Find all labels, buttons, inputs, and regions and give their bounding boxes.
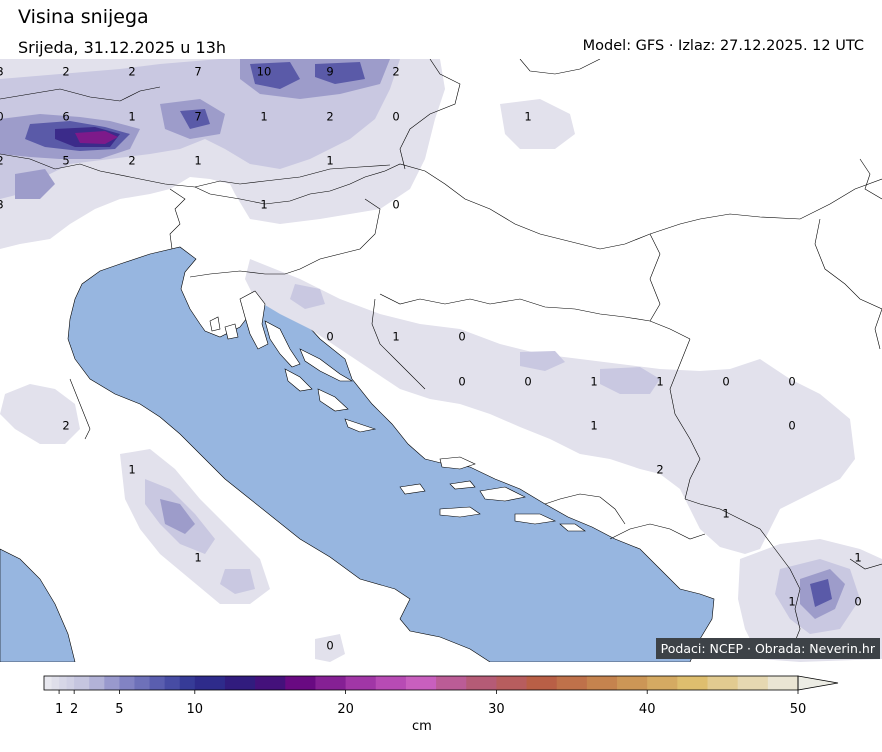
colorbar-swatch [119,676,135,690]
snow-depth-value: 0 [788,375,795,389]
colorbar-tick-label: 1 [55,702,63,717]
colorbar-tick-label: 10 [187,702,204,717]
snow-depth-value: 5 [62,154,69,168]
colorbar-tick-label: 40 [639,702,656,717]
snow-depth-value: 6 [62,110,69,124]
snow-depth-value: 2 [326,110,333,124]
forecast-datetime: Srijeda, 31.12.2025 u 13h [18,38,227,57]
colorbar-tick-label: 30 [488,702,505,717]
colorbar-swatch [149,676,166,690]
colorbar-swatch [496,676,528,690]
colorbar-swatch [617,676,648,690]
snow-depth-value: 1 [656,375,663,389]
snow-depth-value: 2 [392,65,399,79]
colorbar-swatch [647,676,678,690]
snow-depth-value: 2 [0,154,4,168]
colorbar-swatch [89,676,105,690]
colorbar-swatch [104,676,120,690]
colorbar-swatch [556,676,588,690]
colorbar-swatches [44,676,799,690]
snow-depth-value: 0 [788,419,795,433]
snow-depth-value: 0 [854,595,861,609]
data-credit: Podaci: NCEP · Obrada: Neverin.hr [655,638,880,659]
colorbar-swatch [586,676,618,690]
snow-depth-value: 9 [326,65,333,79]
snow-depth-value: 1 [722,507,729,521]
colorbar-swatch [315,676,347,690]
snow-depth-value: 1 [590,419,597,433]
snow-depth-value: 1 [194,551,201,565]
colorbar-swatch [134,676,151,690]
snow-depth-value: 1 [260,198,267,212]
colorbar-swatch [677,676,709,690]
colorbar-extend-arrow [797,675,839,691]
colorbar-swatch [436,676,467,690]
snow-depth-value: 0 [392,198,399,212]
colorbar-swatch [74,676,90,690]
colorbar-tick-label: 20 [337,702,354,717]
snow-depth-value: 1 [590,375,597,389]
tyrrhenian-sea [0,548,76,662]
snow-depth-value: 7 [194,65,201,79]
snow-depth-value: 1 [260,110,267,124]
colorbar-tick-label: 5 [115,702,123,717]
snow-depth-value: 2 [62,419,69,433]
snow-depth-value: 2 [656,463,663,477]
colorbar-swatch [255,676,286,690]
snow-depth-value: 1 [128,463,135,477]
snow-depth-value: 0 [524,375,531,389]
snow-depth-value: 1 [524,110,531,124]
colorbar-swatch [194,676,226,690]
snow-depth-value: 0 [458,330,465,344]
snow-depth-value: 1 [194,154,201,168]
snow-depth-map: 3227109206171201252113100100011002101211… [0,59,882,662]
snow-depth-value: 0 [458,375,465,389]
snow-depth-value: 3 [0,198,4,212]
snow-depth-value: 2 [128,65,135,79]
snow-depth-value: 2 [128,154,135,168]
snow-depth-value: 1 [788,595,795,609]
colorbar-tick-label: 50 [790,702,807,717]
colorbar-swatch [44,676,53,690]
colorbar-unit: cm [412,719,432,734]
adriatic-islands [209,290,586,532]
colorbar-swatch [59,676,68,690]
map-title: Visina snijega [18,6,149,28]
snow-depth-value: 0 [392,110,399,124]
colorbar-swatch [164,676,181,690]
colorbar-swatch [707,676,739,690]
colorbar-swatch [345,676,377,690]
colorbar-swatch [66,676,75,690]
colorbar-swatch [466,676,497,690]
snow-depth-value: 10 [257,65,272,79]
snow-depth-values: 3227109206171201252113100100011002101211… [0,65,862,653]
colorbar-swatch [526,676,558,690]
colorbar-swatch [375,676,407,690]
model-info: Model: GFS · Izlaz: 27.12.2025. 12 UTC [582,38,864,54]
snow-depth-value: 7 [194,110,201,124]
colorbar-ticks: 1 2 5 10 20 30 40 50 [55,690,806,717]
country-borders [0,59,882,655]
colorbar-swatch [224,676,256,690]
snow-depth-value: 0 [326,639,333,653]
colorbar-swatch [405,676,437,690]
colorbar-swatch [51,676,60,690]
colorbar-tick-label: 2 [70,702,78,717]
snow-depth-value: 1 [854,551,861,565]
snow-depth-value: 0 [722,375,729,389]
snow-depth-value: 3 [0,65,4,79]
snow-depth-contours [0,59,882,662]
snow-depth-value: 2 [62,65,69,79]
snow-depth-value: 1 [128,110,135,124]
colorbar-swatch [767,676,799,690]
colorbar-swatch [285,676,316,690]
colorbar-swatch [179,676,196,690]
colorbar: 1 2 5 10 20 30 40 50 [43,675,839,717]
snow-depth-value: 1 [392,330,399,344]
snow-depth-value: 0 [326,330,333,344]
colorbar-frame [43,675,799,691]
snow-depth-value: 1 [326,154,333,168]
colorbar-swatch [737,676,769,690]
snow-depth-value: 0 [0,110,4,124]
